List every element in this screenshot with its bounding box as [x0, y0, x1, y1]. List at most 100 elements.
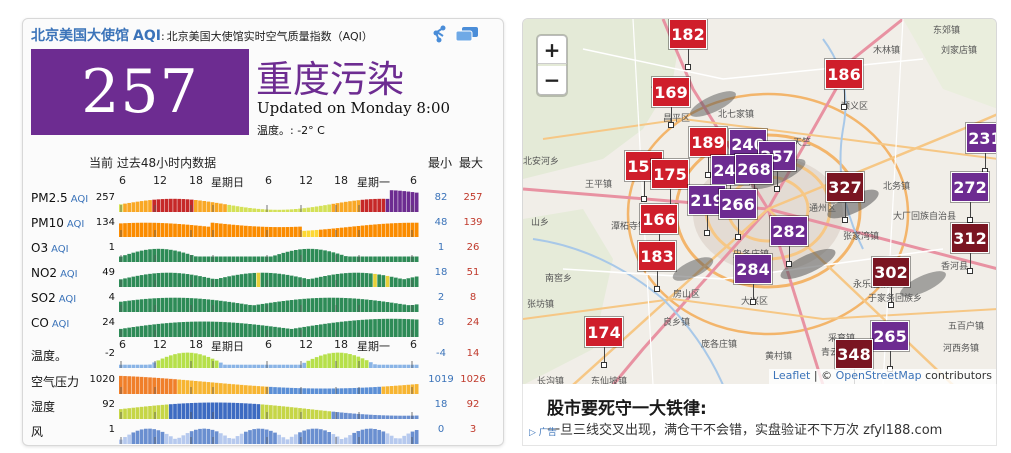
ad-label[interactable]: ▷ 广告: [529, 428, 557, 438]
aqi-station-marker[interactable]: 282: [769, 215, 809, 267]
aqi-map[interactable]: 东郊镇刘家店镇木林镇小汤山镇北七家镇昌平区顺义区天竺北安河乡王平镇潭柘寺镇通州区…: [522, 18, 997, 384]
advertisement[interactable]: 股市要死守一大铁律: 一旦三线交叉出现，满仓干不会错，实盘验证不下万次 zfyl…: [522, 384, 997, 446]
time-tick-label: 6: [119, 338, 126, 351]
history-bar: [231, 205, 236, 212]
pollutant-row[interactable]: 湿度 92 18 92: [23, 394, 503, 419]
pollutant-row[interactable]: NO2 AQI 49 18 51: [23, 262, 503, 287]
aqi-station-marker[interactable]: 166: [639, 203, 679, 255]
pollutant-row[interactable]: PM10 AQI 134 48 139: [23, 212, 503, 237]
history-bar: [339, 273, 344, 287]
pollutant-row[interactable]: SO2 AQI 4 2 8: [23, 287, 503, 312]
history-sparkbar[interactable]: [119, 419, 419, 444]
ad-description[interactable]: 一旦三线交叉出现，满仓干不会错，实盘验证不下万次 zfyl188.com: [547, 423, 943, 438]
history-bar: [314, 229, 319, 237]
history-bar: [406, 278, 411, 287]
history-bar: [227, 383, 231, 394]
history-bar: [156, 377, 161, 394]
max-value: 14: [466, 348, 480, 359]
history-bar: [152, 429, 156, 444]
history-bar: [331, 203, 336, 212]
max-value: 24: [466, 317, 480, 328]
history-sparkbar[interactable]: [119, 237, 419, 262]
place-label: 东郊镇: [933, 26, 961, 36]
aqi-station-marker[interactable]: 272: [950, 171, 990, 223]
pollutant-row[interactable]: 空气压力 1020 1019 1026: [23, 369, 503, 394]
history-sparkbar[interactable]: [119, 312, 419, 337]
station-title-link[interactable]: 北京美国大使馆: [31, 28, 129, 44]
history-bar: [339, 412, 344, 419]
history-bar: [410, 277, 415, 287]
aqi-station-marker[interactable]: 189: [688, 126, 728, 178]
history-bar: [377, 256, 381, 262]
history-bar: [331, 252, 336, 262]
history-bar: [135, 299, 140, 312]
history-bar: [277, 273, 281, 287]
history-bar: [227, 204, 231, 212]
pollutant-row[interactable]: 温度。 -2 -4 14: [23, 343, 503, 368]
aqi-link[interactable]: AQI: [133, 28, 161, 44]
pollutant-row[interactable]: 风 1 0 3: [23, 419, 503, 444]
pollutant-row[interactable]: CO AQI 24 8 24: [23, 312, 503, 337]
history-sparkbar[interactable]: [119, 394, 419, 419]
history-bar: [402, 304, 406, 312]
aqi-station-marker[interactable]: 174: [584, 316, 624, 368]
aqi-station-marker[interactable]: 312: [950, 222, 990, 274]
history-sparkbar[interactable]: [119, 212, 419, 237]
history-bar: [306, 408, 311, 419]
history-bar: [310, 409, 315, 419]
aqi-station-marker[interactable]: 231: [965, 122, 996, 174]
history-sparkbar[interactable]: [119, 343, 419, 368]
history-bar: [298, 364, 302, 368]
windows-icon[interactable]: [455, 26, 479, 42]
history-bar: [235, 303, 240, 312]
history-bar: [414, 304, 419, 312]
ad-title[interactable]: 股市要死守一大铁律:: [547, 399, 707, 419]
time-tick-label: 星期日: [211, 340, 244, 353]
history-bar: [269, 430, 273, 444]
aqi-station-marker[interactable]: 182: [668, 19, 708, 70]
history-bar: [381, 318, 386, 337]
aqi-station-marker[interactable]: 327: [825, 171, 865, 223]
history-bar: [381, 415, 386, 419]
current-value: 257: [95, 192, 115, 203]
history-sparkbar[interactable]: [119, 287, 419, 312]
share-icon[interactable]: [430, 25, 448, 43]
history-bar: [348, 413, 352, 419]
aqi-station-marker[interactable]: 266: [718, 188, 758, 240]
aqi-station-marker[interactable]: 186: [824, 58, 864, 110]
aqi-station-marker[interactable]: 348: [834, 338, 874, 384]
history-bar: [327, 275, 331, 287]
pollutant-row[interactable]: PM2.5 AQI 257 82 257: [23, 187, 503, 212]
history-bar: [219, 383, 223, 394]
openstreetmap-link[interactable]: OpenStreetMap: [835, 369, 922, 382]
history-bar: [281, 209, 286, 212]
aqi-station-marker[interactable]: 265: [870, 320, 910, 372]
history-bar: [252, 324, 256, 337]
history-bar: [189, 199, 194, 212]
history-bar: [356, 225, 361, 237]
history-bar: [273, 227, 277, 237]
history-bar: [394, 415, 398, 419]
aqi-station-marker[interactable]: 268: [734, 153, 774, 205]
history-sparkbar[interactable]: [119, 262, 419, 287]
aqi-station-marker[interactable]: 183: [637, 240, 677, 292]
aqi-station-marker[interactable]: 175: [650, 158, 690, 210]
history-sparkbar[interactable]: [119, 369, 419, 394]
pollutant-name-text: PM10: [31, 216, 64, 230]
leaflet-link[interactable]: Leaflet: [772, 369, 811, 382]
aqi-station-marker[interactable]: 302: [871, 256, 911, 308]
aqi-station-marker[interactable]: 284: [733, 253, 773, 305]
max-value: 257: [463, 192, 483, 203]
history-bar: [135, 251, 140, 262]
zoom-out-button[interactable]: −: [537, 66, 567, 95]
pollutant-row[interactable]: O3 AQI 1 1 26: [23, 237, 503, 262]
history-bar: [402, 385, 406, 394]
history-bar: [235, 274, 240, 287]
zoom-in-button[interactable]: +: [537, 35, 567, 64]
history-sparkbar[interactable]: [119, 187, 419, 212]
history-bar: [252, 429, 256, 444]
history-bar: [202, 201, 206, 212]
aqi-station-marker[interactable]: 169: [651, 76, 691, 128]
history-bar: [364, 199, 369, 212]
history-bar: [356, 200, 361, 212]
